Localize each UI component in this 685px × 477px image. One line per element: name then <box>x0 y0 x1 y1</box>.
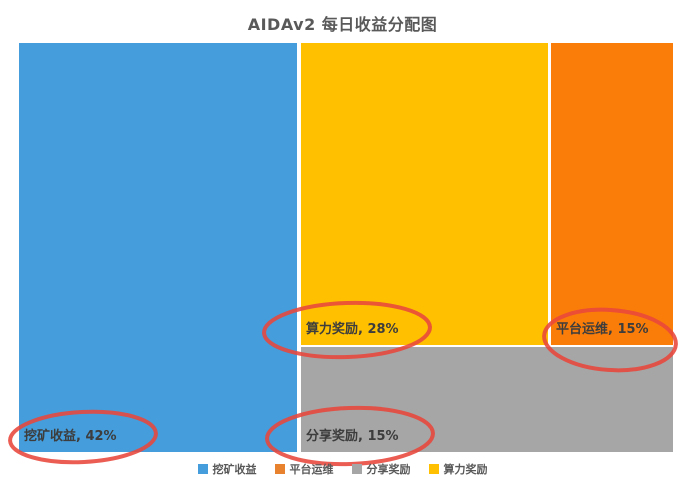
legend-label-platform-ops: 平台运维 <box>289 463 334 476</box>
treemap-segment-sharing-reward[interactable]: 分享奖励, 15% <box>301 347 673 452</box>
legend: 挖矿收益 平台运维 分享奖励 算力奖励 <box>0 461 685 477</box>
legend-item-mining-revenue[interactable]: 挖矿收益 <box>197 461 257 477</box>
legend-swatch-yellow-icon <box>428 464 439 474</box>
legend-swatch-orange-icon <box>274 464 285 474</box>
legend-swatch-gray-icon <box>351 464 362 474</box>
legend-item-platform-ops[interactable]: 平台运维 <box>274 461 334 477</box>
legend-item-hashrate-reward[interactable]: 算力奖励 <box>428 461 488 477</box>
treemap-plot-area: 挖矿收益, 42% 算力奖励, 28% 平台运维, 15% 分享奖励, 15% <box>19 43 673 452</box>
treemap-segment-hashrate-reward[interactable]: 算力奖励, 28% <box>301 43 548 345</box>
legend-label-hashrate-reward: 算力奖励 <box>443 463 488 476</box>
segment-label-sharing-reward: 分享奖励, 15% <box>306 429 399 444</box>
treemap-segment-mining-revenue[interactable]: 挖矿收益, 42% <box>19 43 297 452</box>
treemap-segment-platform-ops[interactable]: 平台运维, 15% <box>551 43 673 345</box>
segment-label-platform-ops: 平台运维, 15% <box>556 322 649 337</box>
chart-title: AIDAv2 每日收益分配图 <box>247 15 438 34</box>
legend-label-sharing-reward: 分享奖励 <box>366 463 411 476</box>
segment-label-hashrate-reward: 算力奖励, 28% <box>306 322 399 337</box>
legend-swatch-blue-icon <box>197 464 208 474</box>
legend-item-sharing-reward[interactable]: 分享奖励 <box>351 461 411 477</box>
segment-label-mining-revenue: 挖矿收益, 42% <box>24 429 117 444</box>
legend-label-mining-revenue: 挖矿收益 <box>212 463 257 476</box>
